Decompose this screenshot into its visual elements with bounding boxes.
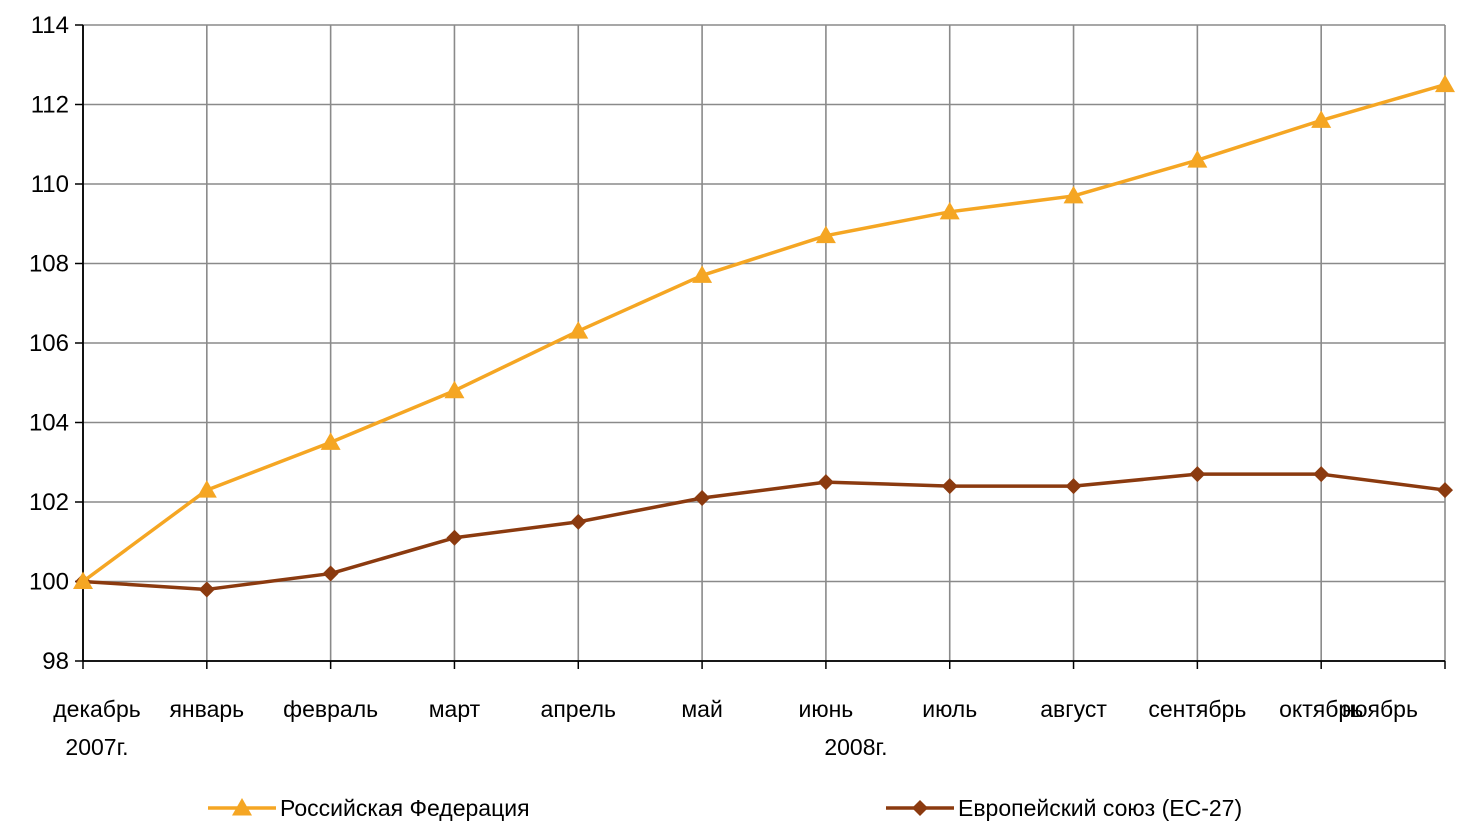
data-point xyxy=(568,321,589,339)
data-point xyxy=(198,581,215,598)
x-tick-label: август xyxy=(1040,696,1107,722)
data-point xyxy=(1311,110,1332,128)
x-tick-label: октябрь xyxy=(1279,696,1363,722)
x-tick-label: ноябрь xyxy=(1342,696,1418,722)
x-tick-label: февраль xyxy=(283,696,378,722)
data-point xyxy=(817,474,834,491)
data-point xyxy=(1189,466,1206,483)
y-tick-label: 104 xyxy=(29,410,69,437)
y-tick-label: 114 xyxy=(31,12,69,39)
x-tick-sublabel: 2008г. xyxy=(824,734,887,760)
data-point xyxy=(196,480,217,498)
y-axis-ticks: 98 100 102 104 106 108 110 112 114 xyxy=(29,12,83,675)
series-line xyxy=(81,82,1446,583)
data-point xyxy=(1435,74,1455,93)
legend-marker xyxy=(912,800,928,816)
y-tick-label: 100 xyxy=(29,569,69,596)
data-point xyxy=(320,432,341,450)
x-tick-sublabel: 2007г. xyxy=(65,734,128,760)
y-tick-label: 102 xyxy=(29,489,69,516)
series-line xyxy=(82,472,1446,592)
legend-label: Российская Федерация xyxy=(280,795,530,821)
x-tick-label: апрель xyxy=(541,696,616,722)
data-point xyxy=(1065,478,1082,495)
y-tick-label: 106 xyxy=(29,330,69,357)
data-point xyxy=(694,490,711,507)
data-point xyxy=(1437,482,1453,499)
legend-marker xyxy=(232,798,252,816)
data-point xyxy=(1313,466,1330,483)
data-point xyxy=(73,571,93,589)
x-tick-label: январь xyxy=(169,696,244,722)
data-point xyxy=(939,201,960,220)
x-tick-label: май xyxy=(681,696,722,722)
x-tick-label: март xyxy=(429,696,481,722)
data-point xyxy=(1187,150,1208,168)
y-tick-label: 108 xyxy=(29,251,69,278)
data-point xyxy=(1063,185,1084,204)
data-point xyxy=(570,513,587,530)
legend-label: Европейский союз (ЕС-27) xyxy=(958,795,1242,821)
y-tick-label: 110 xyxy=(31,171,69,198)
series-0 xyxy=(73,74,1455,589)
x-tick-label: сентябрь xyxy=(1148,696,1246,722)
data-point xyxy=(692,265,713,283)
series-1 xyxy=(75,466,1453,598)
legend: Российская Федерация Европейский союз (ЕС… xyxy=(208,795,1242,821)
legend-item: Европейский союз (ЕС-27) xyxy=(886,795,1242,821)
legend-item: Российская Федерация xyxy=(208,795,530,821)
y-tick-label: 112 xyxy=(31,92,69,119)
x-tick-label: июнь xyxy=(799,696,854,722)
data-point xyxy=(446,529,463,546)
series-layer xyxy=(73,74,1455,598)
data-point xyxy=(941,478,958,495)
x-tick-label: декабрь xyxy=(53,696,141,722)
data-point xyxy=(444,380,465,399)
x-axis-ticks: декабрь январь февраль март апрель май июнь июл… xyxy=(53,661,1446,760)
data-point xyxy=(815,225,836,244)
y-tick-label: 98 xyxy=(42,648,69,675)
data-point xyxy=(322,565,339,582)
x-tick-label: июль xyxy=(922,696,977,722)
grid-lines xyxy=(82,24,1446,662)
